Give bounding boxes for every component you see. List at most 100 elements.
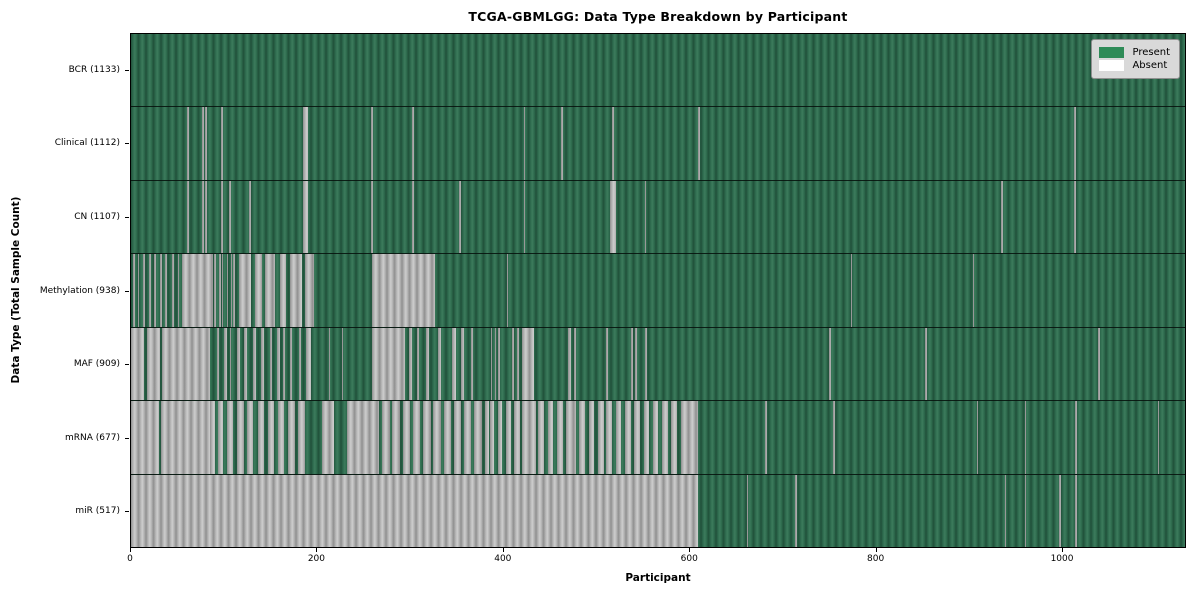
- absent-segment: [506, 254, 509, 327]
- absent-segment: [433, 401, 441, 474]
- absent-segment: [237, 327, 240, 401]
- absent-segment: [217, 401, 224, 474]
- legend-label-absent: Absent: [1132, 60, 1168, 71]
- absent-segment: [972, 254, 975, 327]
- absent-segment: [615, 401, 622, 474]
- absent-segment: [221, 107, 224, 180]
- absent-segment: [512, 327, 515, 401]
- absent-segment: [137, 254, 140, 327]
- absent-segment: [1074, 180, 1077, 254]
- y-tick-mark: [125, 69, 129, 71]
- absent-segment: [131, 327, 145, 401]
- absent-segment: [1074, 107, 1077, 180]
- absent-segment: [233, 254, 235, 327]
- x-tick-label-200: 200: [307, 554, 325, 564]
- absent-segment: [143, 254, 145, 327]
- absent-segment: [645, 327, 647, 401]
- absent-segment: [177, 254, 180, 327]
- absent-segment: [652, 401, 659, 474]
- absent-segment: [159, 254, 162, 327]
- absent-segment: [171, 254, 174, 327]
- absent-segment: [304, 254, 315, 327]
- absent-segment: [746, 474, 749, 547]
- absent-segment: [443, 401, 451, 474]
- absent-segment: [161, 327, 211, 401]
- absent-segment: [1024, 474, 1027, 547]
- absent-segment: [635, 327, 638, 401]
- absent-segment: [491, 327, 493, 401]
- present-swatch: [1099, 47, 1125, 58]
- absent-segment: [411, 107, 414, 180]
- absent-segment: [254, 254, 263, 327]
- absent-segment: [305, 327, 311, 401]
- heatmap-row-mrna: [131, 401, 1185, 475]
- absent-segment: [698, 107, 701, 180]
- absent-segment: [277, 401, 285, 474]
- absent-segment: [290, 254, 303, 327]
- y-tick-label-bcr: BCR (1133): [68, 64, 120, 75]
- absent-segment: [547, 401, 554, 474]
- y-tick-label-mir: miR (517): [75, 506, 120, 517]
- absent-segment: [606, 401, 612, 474]
- absent-segment: [228, 180, 231, 254]
- x-tick-label-1000: 1000: [1050, 554, 1074, 564]
- absent-segment: [210, 401, 215, 474]
- absent-segment: [226, 254, 229, 327]
- absent-segment: [205, 107, 208, 180]
- absent-segment: [277, 327, 280, 401]
- heatmap-row-methylation: [131, 254, 1185, 328]
- absent-segment: [411, 180, 414, 254]
- x-tick-mark: [316, 548, 318, 552]
- heatmap-row-clinical: [131, 107, 1185, 181]
- absent-segment: [474, 401, 482, 474]
- absent-segment: [257, 401, 265, 474]
- absent-segment: [560, 107, 563, 180]
- absent-segment: [631, 327, 634, 401]
- absent-segment: [662, 401, 668, 474]
- absent-segment: [221, 180, 224, 254]
- absent-segment: [131, 401, 159, 474]
- absent-segment: [412, 401, 421, 474]
- absent-segment: [1059, 474, 1061, 547]
- y-tick-mark: [125, 364, 129, 366]
- absent-segment: [680, 401, 699, 474]
- absent-segment: [261, 327, 265, 401]
- absent-segment: [321, 401, 334, 474]
- absent-segment: [282, 327, 286, 401]
- absent-segment: [382, 401, 390, 474]
- y-tick-label-mrna: mRNA (677): [65, 432, 120, 443]
- absent-segment: [264, 254, 276, 327]
- absent-segment: [437, 327, 441, 401]
- absent-swatch: [1099, 60, 1125, 71]
- x-tick-label-400: 400: [494, 554, 512, 564]
- absent-segment: [249, 180, 251, 254]
- absent-segment: [523, 180, 526, 254]
- x-tick-mark: [502, 548, 504, 552]
- absent-segment: [226, 401, 234, 474]
- x-axis: 0 200 400 600 800 1000: [127, 548, 1186, 578]
- absent-segment: [267, 401, 275, 474]
- absent-segment: [517, 327, 519, 401]
- absent-segment: [201, 180, 204, 254]
- heatmap-row-cn: [131, 180, 1185, 255]
- absent-segment: [568, 327, 571, 401]
- absent-segment: [342, 327, 344, 401]
- absent-segment: [851, 254, 853, 327]
- absent-segment: [588, 401, 595, 474]
- absent-segment: [1075, 474, 1078, 547]
- x-tick-mark: [689, 548, 691, 552]
- absent-segment: [237, 401, 244, 474]
- absent-segment: [269, 327, 273, 401]
- absent-segment: [154, 254, 157, 327]
- absent-segment: [606, 327, 609, 401]
- x-tick-label-0: 0: [127, 554, 133, 564]
- absent-segment: [1024, 401, 1027, 474]
- absent-segment: [833, 401, 835, 474]
- absent-segment: [288, 401, 295, 474]
- absent-segment: [205, 180, 208, 254]
- absent-segment: [371, 254, 436, 327]
- absent-segment: [514, 401, 520, 474]
- y-tick-label-methylation: Methylation (938): [39, 285, 120, 296]
- absent-segment: [290, 327, 292, 401]
